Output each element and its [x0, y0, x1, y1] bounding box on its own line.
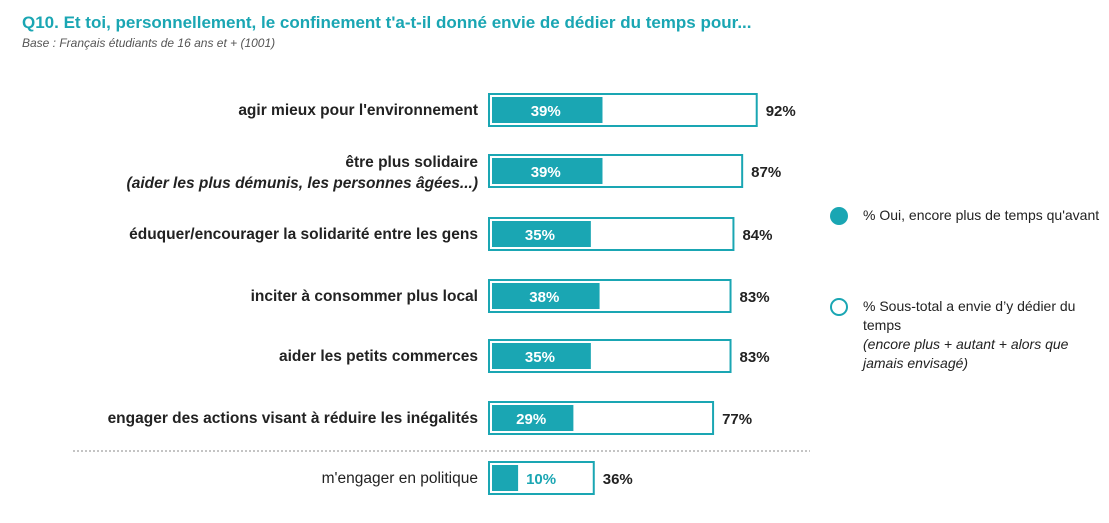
value-label-sous-total: 36%	[603, 471, 633, 488]
legend-outline-dot-icon	[830, 298, 848, 316]
value-label-sous-total: 92%	[766, 103, 796, 120]
value-label-oui: 35%	[525, 227, 555, 244]
chart-subtitle: Base : Français étudiants de 16 ans et +…	[22, 36, 276, 50]
bar-oui	[492, 158, 603, 184]
value-label-oui: 39%	[531, 103, 561, 120]
value-label-sous-total: 84%	[742, 227, 772, 244]
value-label-oui: 10%	[526, 471, 556, 488]
bar-oui	[492, 343, 591, 369]
legend-label-sous-total: % Sous-total a envie d’y dédier du temps	[863, 298, 1076, 333]
value-label-sous-total: 83%	[740, 349, 770, 366]
category-note: (aider les plus démunis, les personnes â…	[127, 175, 478, 192]
category-label: inciter à consommer plus local	[251, 288, 478, 305]
bar-oui	[492, 405, 574, 431]
bar-oui	[492, 221, 591, 247]
category-label: être plus solidaire	[345, 154, 478, 171]
value-label-oui: 38%	[529, 289, 559, 306]
legend-label-oui: % Oui, encore plus de temps qu'avant	[863, 207, 1100, 223]
legend-filled-dot-icon	[830, 207, 848, 225]
category-label: engager des actions visant à réduire les…	[108, 410, 478, 427]
bar-oui	[492, 465, 519, 491]
bar-oui	[492, 97, 603, 123]
value-label-oui: 39%	[531, 164, 561, 181]
value-label-oui: 29%	[516, 411, 546, 428]
category-label: aider les petits commerces	[279, 348, 478, 365]
chart-title: Q10. Et toi, personnellement, le confine…	[22, 13, 752, 32]
category-label: m'engager en politique	[322, 470, 478, 487]
category-label: agir mieux pour l'environnement	[238, 102, 478, 119]
legend-note-sous-total: (encore plus + autant + alors que jamais…	[863, 336, 1069, 371]
value-label-sous-total: 87%	[751, 164, 781, 181]
value-label-oui: 35%	[525, 349, 555, 366]
bar-oui	[492, 283, 600, 309]
category-label: éduquer/encourager la solidarité entre l…	[129, 226, 478, 243]
value-label-sous-total: 77%	[722, 411, 752, 428]
value-label-sous-total: 83%	[740, 289, 770, 306]
